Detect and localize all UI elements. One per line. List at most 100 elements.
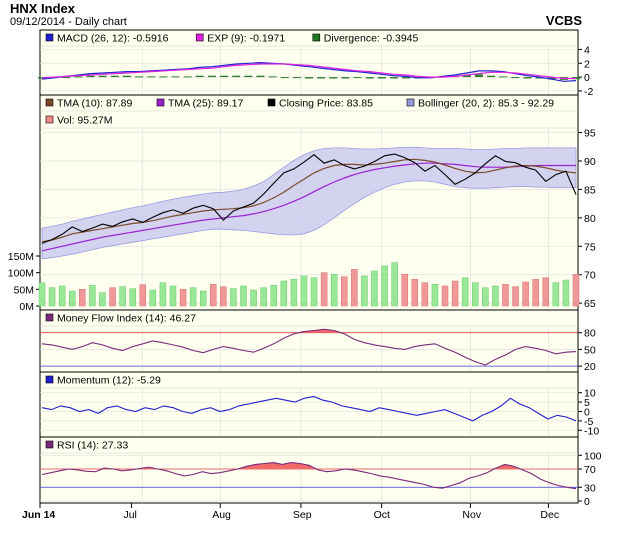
macd-ytick-label-0: 4 (584, 44, 590, 56)
price-ytick-label-2: 85 (584, 184, 596, 196)
volume-legend-swatch-0 (45, 115, 54, 124)
volume-bar (391, 262, 398, 307)
macd-divergence-bar (523, 77, 532, 79)
price-legend-bg (40, 95, 578, 111)
rsi-ytick-label-1: 70 (584, 464, 596, 476)
volume-ytick-label-3: 0M (19, 301, 34, 313)
price-legend-swatch-0 (45, 98, 54, 107)
macd-divergence-bar (353, 77, 362, 79)
macd-divergence-bar (474, 74, 483, 78)
momentum-ytick-label-4: -10 (584, 425, 599, 437)
volume-bar (351, 269, 358, 307)
price-ytick-label-0: 95 (584, 128, 596, 140)
volume-bar (320, 272, 328, 307)
macd-divergence-bar (244, 75, 253, 78)
volume-bar (280, 280, 288, 307)
volume-bar (471, 282, 479, 307)
macd-legend-bg (40, 30, 578, 46)
volume-bar (99, 292, 106, 307)
x-tick-label-0: Jun 14 (22, 509, 55, 521)
volume-bar (451, 280, 459, 307)
macd-divergence-bar (135, 76, 144, 78)
momentum-ytick-label-2: 0 (584, 407, 590, 419)
mfi-ytick-label-0: 80 (584, 328, 596, 340)
volume-bar (411, 279, 419, 307)
volume-bar (341, 276, 348, 307)
macd-divergence-bar (329, 77, 338, 79)
momentum-ytick-label-0: 10 (584, 388, 596, 400)
momentum-ytick-label-3: -5 (584, 416, 593, 428)
macd-divergence-bar (402, 77, 411, 79)
price-ytick-label-6: 65 (584, 298, 596, 310)
volume-bar (159, 282, 167, 307)
volume-bar (572, 274, 580, 307)
macd-line-macd (41, 61, 577, 82)
mfi-legend-swatch-0 (45, 313, 54, 322)
macd-divergence-bar (207, 75, 216, 78)
x-tick-label-1: Jul (123, 509, 136, 521)
macd-divergence-bar (389, 77, 398, 79)
volume-ytick-label-2: 50M (14, 284, 34, 296)
volume-bar (492, 285, 499, 307)
volume-bar (552, 282, 560, 307)
macd-line-exp (41, 63, 576, 80)
macd-divergence-bar (535, 77, 544, 79)
brand-label: VCBS (545, 13, 582, 28)
volume-bar (290, 279, 298, 307)
volume-bar (431, 284, 439, 307)
volume-bar (461, 277, 469, 307)
macd-divergence-bar (159, 76, 168, 78)
volume-bar (79, 289, 86, 307)
price-ytick-label-1: 90 (584, 156, 596, 168)
macd-divergence-bar (377, 77, 386, 79)
price-legend-bg-2 (40, 111, 578, 128)
rsi-ytick-label-3: 0 (584, 496, 590, 508)
macd-divergence-bar (317, 77, 326, 79)
price-legend-label-3: Bollinger (20, 2): 85.3 - 92.29 (418, 98, 554, 110)
volume-bar (189, 287, 197, 307)
volume-bar (562, 279, 570, 307)
volume-bar (441, 285, 449, 307)
volume-bar (260, 287, 267, 307)
volume-bar (109, 287, 116, 307)
price-legend-label-0: TMA (10): 87.89 (57, 98, 132, 110)
macd-legend-label-1: EXP (9): -0.1971 (207, 33, 285, 45)
macd-divergence-bar (110, 75, 119, 78)
price-legend-label-2: Closing Price: 83.85 (279, 98, 373, 110)
rsi-ytick-label-0: 100 (584, 450, 602, 462)
volume-bar (512, 286, 519, 307)
bollinger-band (41, 146, 577, 260)
rsi-legend-label-0: RSI (14): 27.33 (57, 440, 128, 452)
x-tick-label-6: Dec (540, 509, 559, 521)
volume-bar (58, 285, 66, 307)
macd-divergence-bar (305, 77, 313, 79)
x-tick-label-4: Oct (374, 509, 390, 521)
volume-bar (270, 285, 277, 307)
volume-bar (230, 288, 237, 307)
macd-divergence-bar (462, 75, 471, 78)
macd-divergence-bar (280, 77, 289, 79)
macd-divergence-bar (86, 75, 95, 78)
rsi-ytick-label-2: 30 (584, 482, 596, 494)
volume-bar (401, 274, 408, 307)
macd-divergence-bar (62, 77, 71, 79)
volume-bar (139, 284, 147, 307)
volume-bar (169, 285, 177, 307)
volume-bar (330, 274, 338, 307)
macd-divergence-bar (122, 75, 131, 78)
macd-divergence-bar (511, 77, 520, 79)
mfi-legend-label-0: Money Flow Index (14): 46.27 (57, 313, 196, 325)
x-tick-label-2: Aug (212, 509, 231, 521)
price-ytick-label-5: 70 (584, 270, 596, 282)
momentum-ytick-label-1: 5 (584, 397, 590, 409)
volume-bar (179, 289, 187, 307)
price-legend-swatch-3 (406, 98, 415, 107)
volume-bar (421, 282, 429, 307)
volume-bar (371, 270, 378, 307)
macd-ytick-label-1: 2 (584, 58, 590, 70)
x-tick-label-5: Nov (462, 509, 481, 521)
volume-bar (38, 282, 46, 307)
volume-bar (199, 290, 207, 307)
chart-title: HNX Index (10, 1, 76, 16)
macd-legend-label-2: Divergence: -0.3945 (324, 33, 419, 45)
